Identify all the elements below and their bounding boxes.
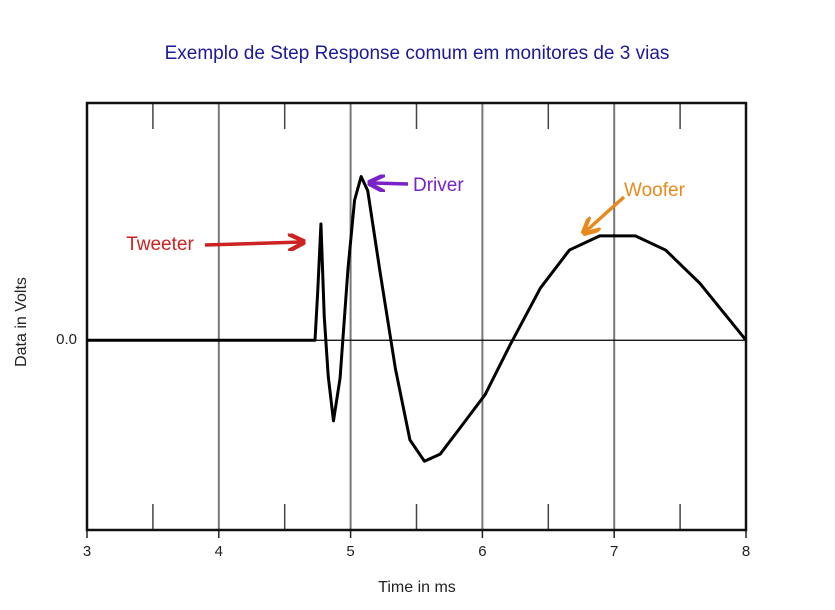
plot-frame: [85, 101, 748, 532]
annotation: Tweeter: [126, 234, 194, 255]
x-tick-label: 3: [83, 543, 91, 560]
x-tick-label: 8: [742, 543, 750, 560]
y-axis-label: Data in Volts: [13, 277, 30, 367]
annotation-arrow: [371, 183, 409, 184]
x-tick-label: 5: [346, 543, 354, 560]
step-response-line: [87, 175, 748, 463]
annotation: Woofer: [624, 180, 686, 201]
x-axis-label: Time in ms: [378, 579, 456, 596]
annotation-arrow: [585, 195, 626, 232]
annotation: Driver: [413, 175, 464, 196]
chart-title: Exemplo de Step Response comum em monito…: [165, 43, 670, 64]
y-tick-label: 0.0: [56, 331, 77, 348]
x-tick-label: 7: [610, 543, 618, 560]
x-tick-label: 6: [478, 543, 486, 560]
annotation-arrow: [204, 242, 302, 245]
x-tick-label: 4: [215, 543, 223, 560]
